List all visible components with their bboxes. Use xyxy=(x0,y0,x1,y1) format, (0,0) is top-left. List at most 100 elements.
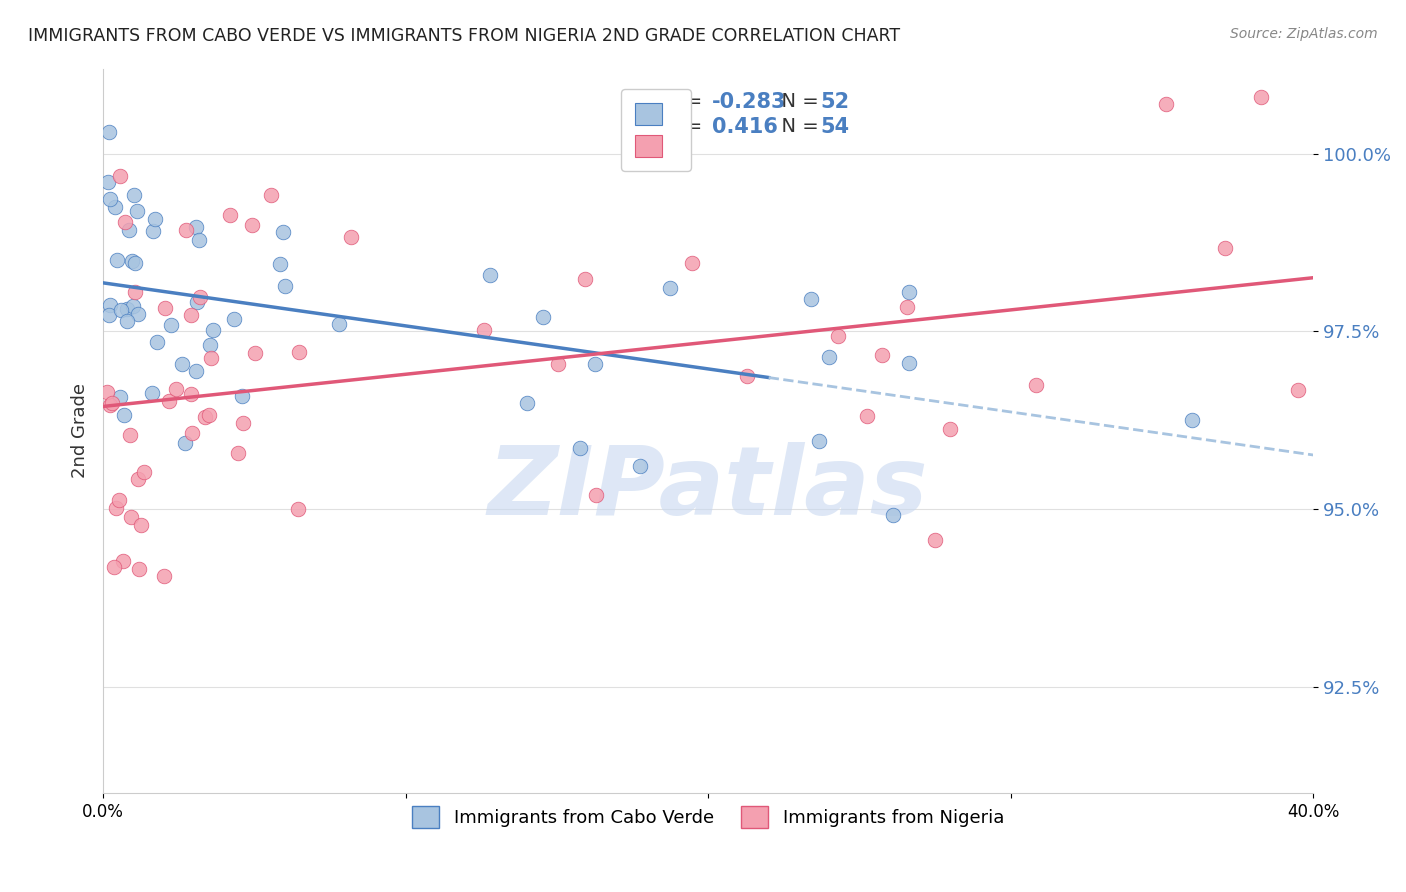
Point xyxy=(134,466,156,480)
Point xyxy=(479,268,502,282)
Point xyxy=(128,562,150,576)
Point xyxy=(172,357,194,371)
Point xyxy=(129,518,152,533)
Point xyxy=(108,169,131,183)
Point xyxy=(659,281,682,295)
Point xyxy=(735,368,758,383)
Point xyxy=(939,421,962,435)
Point xyxy=(856,409,879,424)
Point xyxy=(108,390,131,404)
Point xyxy=(117,314,139,328)
Point xyxy=(127,472,149,486)
Point xyxy=(231,389,253,403)
Point xyxy=(120,510,142,524)
Point xyxy=(240,218,263,232)
Point xyxy=(896,300,918,314)
Point xyxy=(155,301,177,315)
Text: R =: R = xyxy=(666,117,714,136)
Point xyxy=(800,293,823,307)
Point xyxy=(121,299,143,313)
Point xyxy=(585,488,607,502)
Point xyxy=(288,344,311,359)
Point xyxy=(226,446,249,460)
Text: N =: N = xyxy=(769,117,825,136)
Point xyxy=(628,459,651,474)
Point xyxy=(198,338,221,352)
Point xyxy=(98,298,121,312)
Point xyxy=(1286,383,1309,397)
Point xyxy=(127,307,149,321)
Point xyxy=(186,294,208,309)
Point xyxy=(274,278,297,293)
Point xyxy=(141,385,163,400)
Point xyxy=(100,396,122,410)
Point xyxy=(157,393,180,408)
Point xyxy=(870,347,893,361)
Point xyxy=(145,335,167,350)
Point xyxy=(516,396,538,410)
Point xyxy=(115,302,138,317)
Point xyxy=(1181,413,1204,427)
Point xyxy=(201,323,224,337)
Point xyxy=(818,350,841,364)
Legend: Immigrants from Cabo Verde, Immigrants from Nigeria: Immigrants from Cabo Verde, Immigrants f… xyxy=(405,798,1011,835)
Point xyxy=(174,435,197,450)
Point xyxy=(547,357,569,371)
Point xyxy=(474,323,496,337)
Point xyxy=(124,188,146,202)
Text: 52: 52 xyxy=(821,92,849,112)
Point xyxy=(898,285,921,299)
Point xyxy=(222,312,245,326)
Point xyxy=(184,364,207,378)
Point xyxy=(198,408,221,422)
Point xyxy=(124,285,146,300)
Point xyxy=(574,272,596,286)
Text: -0.283: -0.283 xyxy=(711,92,786,112)
Point xyxy=(180,387,202,401)
Point xyxy=(287,502,309,516)
Point xyxy=(245,346,267,360)
Point xyxy=(187,233,209,247)
Point xyxy=(531,310,554,324)
Point xyxy=(328,317,350,331)
Text: R =: R = xyxy=(666,92,709,111)
Point xyxy=(114,215,136,229)
Point xyxy=(124,256,146,270)
Point xyxy=(118,428,141,442)
Point xyxy=(105,252,128,267)
Y-axis label: 2nd Grade: 2nd Grade xyxy=(72,384,89,478)
Point xyxy=(232,416,254,430)
Text: ZIPatlas: ZIPatlas xyxy=(488,442,928,535)
Text: IMMIGRANTS FROM CABO VERDE VS IMMIGRANTS FROM NIGERIA 2ND GRADE CORRELATION CHAR: IMMIGRANTS FROM CABO VERDE VS IMMIGRANTS… xyxy=(28,27,900,45)
Point xyxy=(1250,90,1272,104)
Point xyxy=(121,254,143,268)
Text: N =: N = xyxy=(769,92,825,111)
Point xyxy=(98,125,121,139)
Point xyxy=(127,204,149,219)
Point xyxy=(340,230,363,244)
Point xyxy=(110,303,132,318)
Point xyxy=(98,192,121,206)
Point xyxy=(260,188,283,202)
Point xyxy=(200,351,222,365)
Point xyxy=(898,356,921,370)
Point xyxy=(569,441,592,455)
Text: 54: 54 xyxy=(821,117,849,137)
Point xyxy=(219,208,242,222)
Point xyxy=(104,200,127,214)
Point xyxy=(181,426,204,441)
Point xyxy=(269,257,291,271)
Point xyxy=(165,382,187,396)
Point xyxy=(111,553,134,567)
Point xyxy=(807,434,830,449)
Point xyxy=(180,308,202,322)
Point xyxy=(827,328,849,343)
Point xyxy=(273,225,295,239)
Text: 0.416: 0.416 xyxy=(711,117,778,137)
Point xyxy=(194,409,217,424)
Point xyxy=(143,212,166,227)
Text: Source: ZipAtlas.com: Source: ZipAtlas.com xyxy=(1230,27,1378,41)
Point xyxy=(160,318,183,332)
Point xyxy=(112,408,135,422)
Point xyxy=(924,533,946,548)
